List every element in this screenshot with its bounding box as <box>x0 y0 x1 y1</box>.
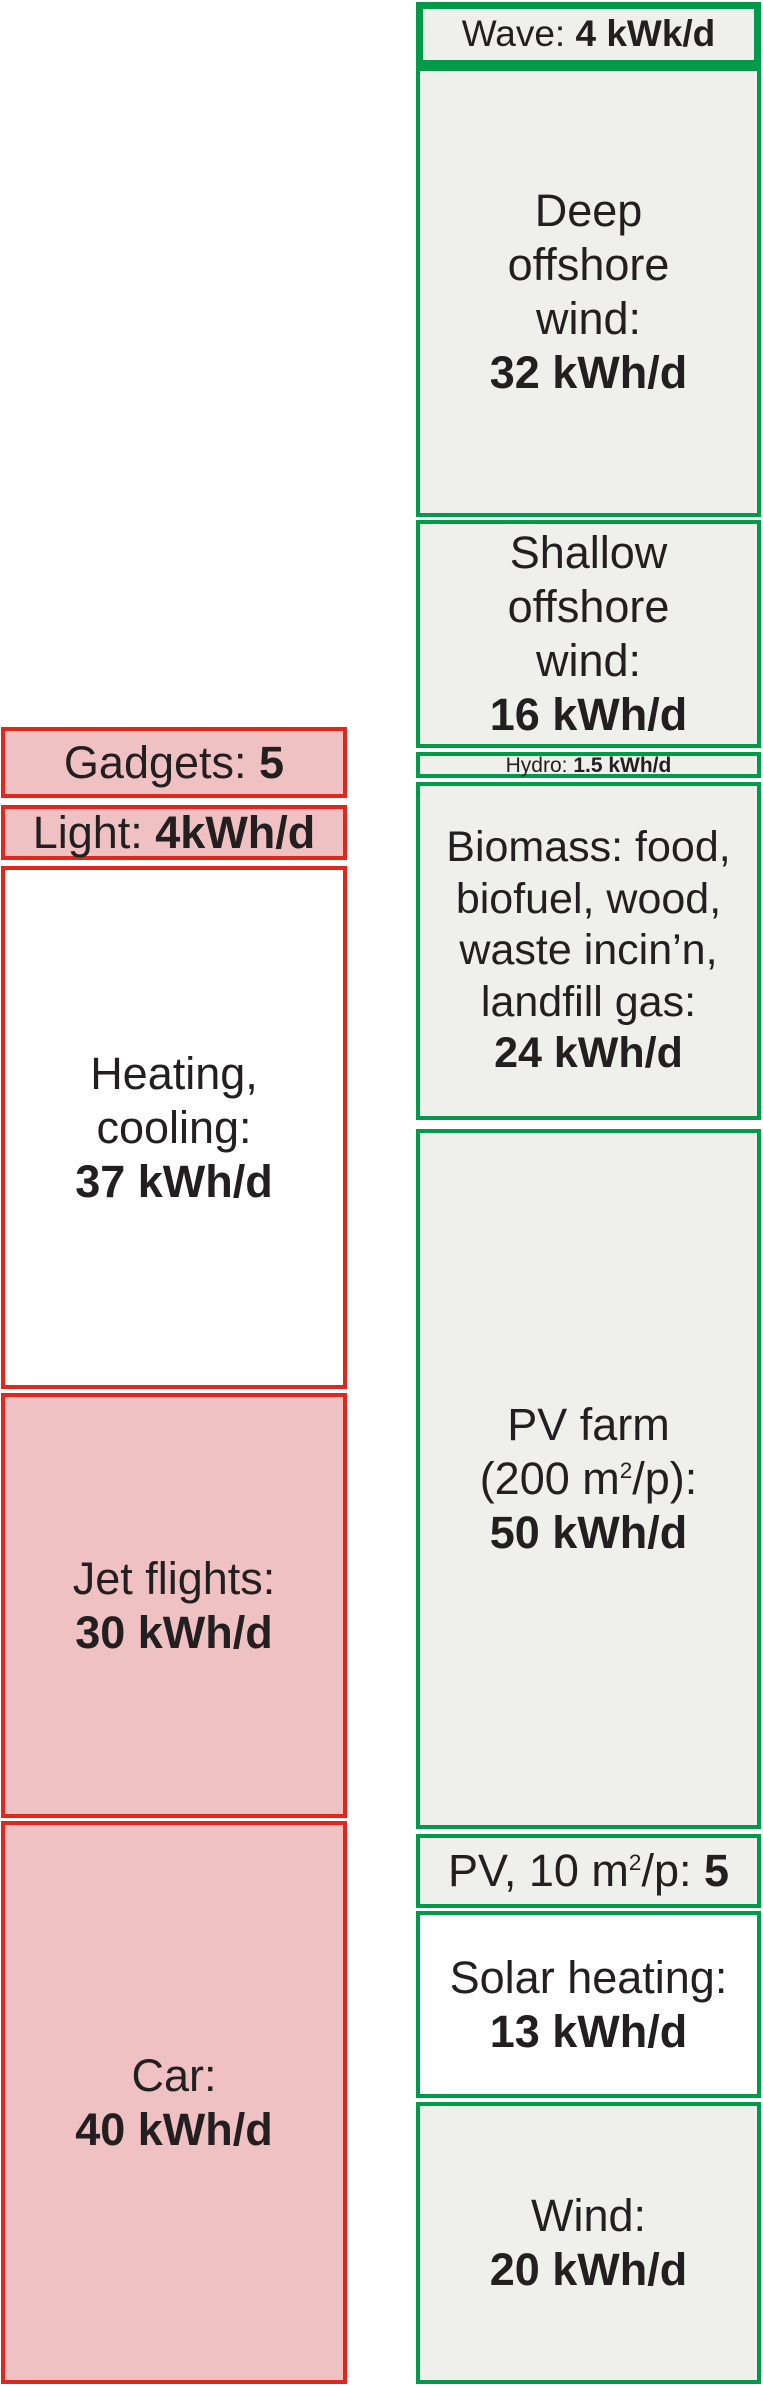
shallow-wind-line2: offshore <box>507 581 670 632</box>
biomass-line3: waste incin’n, <box>459 926 718 975</box>
jet-flights-box: Jet flights: 30 kWh/d <box>1 1393 347 1818</box>
shallow-wind-line3: wind: <box>535 635 642 686</box>
biomass-value: 24 kWh/d <box>494 1029 683 1078</box>
deep-wind-line2: offshore <box>507 239 670 290</box>
jet-flights-line1: Jet flights: <box>72 1552 276 1604</box>
heating-line2: cooling: <box>96 1101 252 1153</box>
pv-farm-box: PV farm (200 m2/p): 50 kWh/d <box>416 1129 761 1829</box>
wind-box: Wind: 20 kWh/d <box>416 2102 761 2384</box>
car-box: Car: 40 kWh/d <box>1 1821 347 2384</box>
pv-farm-value: 50 kWh/d <box>489 1507 688 1558</box>
heating-box: Heating, cooling: 37 kWh/d <box>1 866 347 1389</box>
light-box: Light: 4kWh/d <box>1 805 347 860</box>
shallow-wind-value: 16 kWh/d <box>489 689 688 740</box>
biomass-line1: Biomass: food, <box>446 823 731 872</box>
biomass-box: Biomass: food, biofuel, wood, waste inci… <box>416 782 761 1120</box>
biomass-line4: landfill gas: <box>480 977 697 1026</box>
heating-line1: Heating, <box>90 1047 258 1099</box>
biomass-line2: biofuel, wood, <box>455 874 722 923</box>
gadgets-label: Gadgets: 5 <box>63 736 285 788</box>
wave-box: Wave: 4 kWk/d <box>416 2 761 67</box>
shallow-offshore-wind-box: Shallow offshore wind: 16 kWh/d <box>416 520 761 748</box>
wave-label: Wave: 4 kWk/d <box>461 13 716 55</box>
car-value: 40 kWh/d <box>75 2103 273 2155</box>
pv-farm-line1: PV farm <box>507 1399 670 1450</box>
hydro-box: Hydro: 1.5 kWh/d <box>416 752 761 778</box>
solar-heating-line1: Solar heating: <box>449 1951 728 2003</box>
jet-flights-value: 30 kWh/d <box>75 1606 273 1658</box>
deep-wind-line3: wind: <box>535 293 642 344</box>
pv-roof-label: PV, 10 m2/p: 5 <box>447 1845 730 1896</box>
wind-value: 20 kWh/d <box>489 2244 688 2295</box>
wind-line1: Wind: <box>530 2190 647 2241</box>
gadgets-box: Gadgets: 5 <box>1 727 347 798</box>
deep-wind-line1: Deep <box>534 185 643 236</box>
deep-offshore-wind-box: Deep offshore wind: 32 kWh/d <box>416 67 761 517</box>
shallow-wind-line1: Shallow <box>509 527 668 578</box>
hydro-label: Hydro: 1.5 kWh/d <box>505 753 672 777</box>
light-label: Light: 4kWh/d <box>32 806 316 858</box>
solar-heating-value: 13 kWh/d <box>489 2005 688 2057</box>
heating-value: 37 kWh/d <box>75 1155 273 1207</box>
pv-farm-line2: (200 m2/p): <box>479 1453 698 1504</box>
pv-roof-box: PV, 10 m2/p: 5 <box>416 1834 761 1908</box>
deep-wind-value: 32 kWh/d <box>489 347 688 398</box>
car-line1: Car: <box>131 2049 217 2101</box>
solar-heating-box: Solar heating: 13 kWh/d <box>416 1911 761 2098</box>
